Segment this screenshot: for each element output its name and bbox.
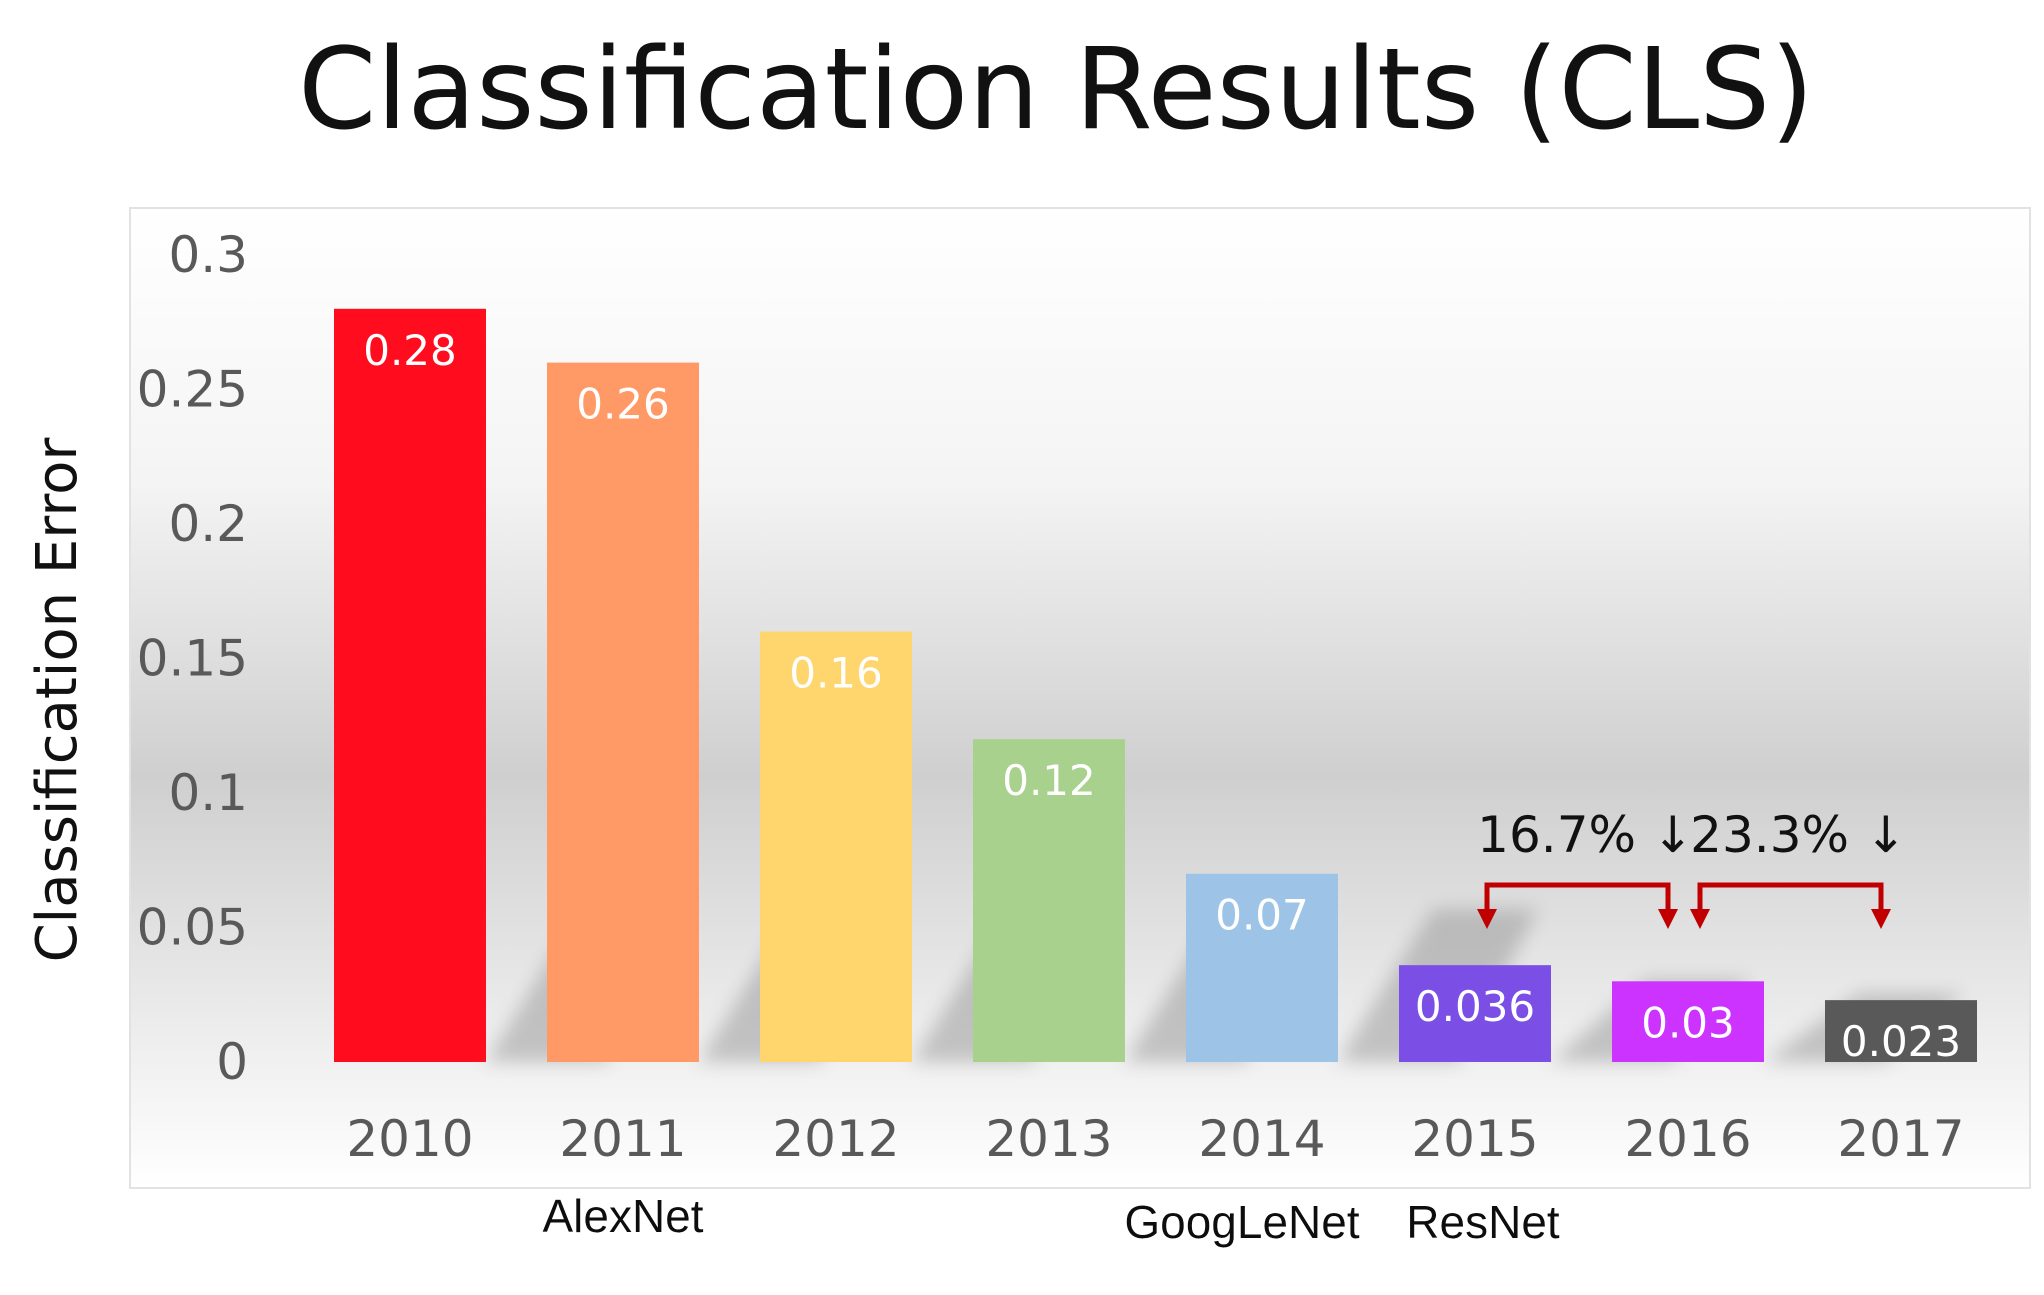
y-tick-label: 0.15 bbox=[137, 630, 248, 688]
reduction-annotation: 16.7% ↓ bbox=[1477, 806, 1694, 929]
network-label: AlexNet bbox=[542, 1190, 703, 1242]
y-axis-label: Classification Error bbox=[25, 437, 90, 963]
bar-value-label: 0.28 bbox=[363, 326, 457, 375]
network-label: ResNet bbox=[1406, 1196, 1560, 1248]
y-tick-label: 0.2 bbox=[168, 495, 248, 553]
bar-value-label: 0.03 bbox=[1641, 998, 1735, 1047]
y-tick-label: 0.25 bbox=[137, 361, 248, 419]
reduction-annotation: 23.3% ↓ bbox=[1690, 806, 1907, 929]
y-axis-ticks: 0 0.05 0.1 0.15 0.2 0.25 0.3 bbox=[137, 226, 248, 1091]
bar-value-label: 0.07 bbox=[1215, 891, 1309, 940]
chart-title: Classification Results (CLS) bbox=[298, 25, 1814, 155]
arrow-down-icon bbox=[1871, 909, 1891, 929]
x-tick-label: 2013 bbox=[985, 1110, 1112, 1168]
x-tick-label: 2017 bbox=[1837, 1110, 1964, 1168]
x-tick-label: 2016 bbox=[1624, 1110, 1751, 1168]
x-tick-label: 2011 bbox=[559, 1110, 686, 1168]
bars: 0.28 0.26 0.16 0.12 0.07 0.036 0.03 0.023 bbox=[334, 308, 1977, 1066]
bar-2016 bbox=[1612, 981, 1764, 1062]
bracket-line bbox=[1697, 882, 1884, 915]
arrow-down-icon bbox=[1658, 909, 1678, 929]
bar-value-label: 0.036 bbox=[1415, 982, 1535, 1031]
bar-value-label: 0.023 bbox=[1841, 1017, 1961, 1066]
x-tick-label: 2010 bbox=[346, 1110, 473, 1168]
y-tick-label: 0 bbox=[216, 1033, 248, 1091]
bar-2012 bbox=[760, 631, 912, 1062]
bar-value-label: 0.26 bbox=[576, 380, 670, 429]
y-tick-label: 0.1 bbox=[168, 764, 248, 822]
bar-2014 bbox=[1186, 873, 1338, 1062]
reduction-label: 23.3% ↓ bbox=[1690, 806, 1907, 864]
bar-2011 bbox=[547, 362, 699, 1063]
bar-2017 bbox=[1825, 1000, 1977, 1062]
x-tick-label: 2015 bbox=[1411, 1110, 1538, 1168]
bar-value-label: 0.12 bbox=[1002, 756, 1096, 805]
y-tick-label: 0.05 bbox=[137, 899, 248, 957]
bar-2010 bbox=[334, 308, 486, 1062]
network-labels: AlexNet GoogLeNet ResNet bbox=[542, 1190, 1559, 1248]
x-tick-label: 2014 bbox=[1198, 1110, 1325, 1168]
annotations: 16.7% ↓23.3% ↓ bbox=[1477, 806, 1907, 929]
reduction-label: 16.7% ↓ bbox=[1477, 806, 1694, 864]
y-tick-label: 0.3 bbox=[168, 226, 248, 284]
bar-value-label: 0.16 bbox=[789, 649, 883, 698]
arrow-down-icon bbox=[1477, 909, 1497, 929]
bar-2013 bbox=[973, 739, 1125, 1062]
x-tick-label: 2012 bbox=[772, 1110, 899, 1168]
x-axis-ticks: 2010 2011 2012 2013 2014 2015 2016 2017 bbox=[346, 1110, 1964, 1168]
arrow-down-icon bbox=[1690, 909, 1710, 929]
bar-2015 bbox=[1399, 965, 1551, 1062]
bracket-line bbox=[1484, 882, 1671, 915]
network-label: GoogLeNet bbox=[1124, 1196, 1359, 1248]
